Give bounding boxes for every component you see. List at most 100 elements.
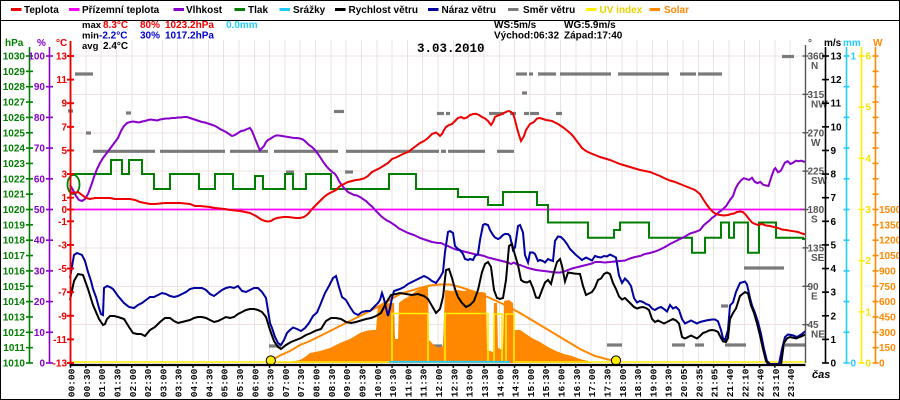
svg-text:W: W — [873, 38, 883, 49]
svg-text:03:00: 03:00 — [158, 368, 169, 397]
svg-text:-11: -11 — [53, 335, 67, 346]
svg-text:1025: 1025 — [3, 128, 26, 139]
svg-text:30%: 30% — [140, 31, 160, 42]
svg-text:16:00: 16:00 — [557, 368, 568, 397]
svg-text:20: 20 — [34, 297, 46, 308]
svg-text:Vlhkost: Vlhkost — [186, 5, 223, 16]
svg-text:150: 150 — [879, 343, 896, 354]
svg-text:-1: -1 — [58, 217, 67, 228]
svg-text:18:00: 18:00 — [618, 368, 629, 397]
svg-text:1024: 1024 — [3, 144, 26, 155]
svg-text:0.0mm: 0.0mm — [226, 20, 258, 31]
svg-text:čas: čas — [812, 369, 830, 381]
svg-text:7: 7 — [831, 193, 837, 204]
svg-text:16:30: 16:30 — [572, 368, 583, 397]
svg-text:07:30: 07:30 — [296, 368, 307, 397]
svg-text:E: E — [811, 291, 818, 302]
svg-text:1050: 1050 — [879, 251, 900, 262]
svg-text:0: 0 — [866, 359, 872, 370]
svg-text:1023: 1023 — [3, 159, 26, 170]
svg-text:21:05: 21:05 — [710, 368, 721, 397]
svg-text:80%: 80% — [140, 20, 160, 31]
svg-text:70: 70 — [34, 144, 46, 155]
svg-text:315: 315 — [808, 90, 825, 101]
svg-text:1: 1 — [866, 307, 872, 318]
svg-text:5: 5 — [866, 103, 872, 114]
svg-text:135: 135 — [808, 243, 825, 254]
svg-text:60: 60 — [34, 174, 46, 185]
svg-text:avg: avg — [82, 41, 99, 52]
svg-text:m/s: m/s — [824, 38, 842, 49]
svg-text:07:00: 07:00 — [281, 368, 292, 397]
svg-text:1015: 1015 — [3, 282, 26, 293]
svg-text:SE: SE — [811, 253, 825, 264]
svg-text:Východ:06:32: Východ:06:32 — [494, 31, 559, 42]
svg-text:3: 3 — [866, 205, 872, 216]
svg-text:20:35: 20:35 — [694, 368, 705, 397]
svg-text:WG:5.9m/s: WG:5.9m/s — [564, 20, 616, 31]
svg-text:1018: 1018 — [3, 236, 26, 247]
svg-text:11: 11 — [56, 75, 67, 86]
svg-text:UV index: UV index — [600, 5, 643, 16]
svg-text:3: 3 — [61, 170, 67, 181]
svg-text:3: 3 — [831, 288, 837, 299]
svg-text:11:00: 11:00 — [403, 368, 414, 397]
svg-text:12:00: 12:00 — [434, 368, 445, 397]
svg-text:4: 4 — [866, 154, 872, 165]
svg-text:Náraz větru: Náraz větru — [442, 5, 496, 16]
svg-text:-7: -7 — [58, 288, 67, 299]
svg-text:7: 7 — [61, 122, 67, 133]
svg-text:17:00: 17:00 — [587, 368, 598, 397]
svg-text:1027: 1027 — [3, 98, 26, 109]
svg-text:270: 270 — [808, 128, 825, 139]
svg-text:00:30: 00:30 — [82, 368, 93, 397]
svg-text:10:30: 10:30 — [388, 368, 399, 397]
svg-text:0: 0 — [851, 359, 857, 370]
svg-text:08:00: 08:00 — [312, 368, 323, 397]
svg-text:Srážky: Srážky — [293, 5, 326, 16]
svg-text:1019: 1019 — [3, 220, 26, 231]
svg-text:22:40: 22:40 — [756, 368, 767, 397]
svg-text:17:30: 17:30 — [602, 368, 613, 397]
svg-text:1020: 1020 — [3, 205, 26, 216]
svg-text:50: 50 — [34, 205, 46, 216]
svg-text:23:40: 23:40 — [786, 368, 797, 397]
svg-text:0: 0 — [831, 359, 837, 370]
svg-text:min: min — [82, 31, 99, 42]
svg-text:max: max — [82, 20, 102, 31]
svg-text:1017: 1017 — [3, 251, 26, 262]
svg-text:40: 40 — [34, 236, 46, 247]
svg-text:-3: -3 — [58, 240, 67, 251]
svg-text:13: 13 — [56, 52, 68, 63]
svg-text:-5: -5 — [58, 264, 67, 275]
svg-text:0: 0 — [61, 205, 67, 216]
svg-text:8.3°C: 8.3°C — [103, 20, 128, 31]
svg-text:1029: 1029 — [3, 67, 26, 78]
svg-text:1500: 1500 — [879, 205, 900, 216]
svg-text:02:00: 02:00 — [128, 368, 139, 397]
svg-text:Západ:17:40: Západ:17:40 — [564, 31, 623, 42]
svg-text:1021: 1021 — [3, 190, 26, 201]
svg-text:1026: 1026 — [3, 113, 26, 124]
svg-text:10:00: 10:00 — [373, 368, 384, 397]
svg-text:750: 750 — [879, 282, 896, 293]
svg-text:hPa: hPa — [5, 38, 24, 49]
svg-text:12: 12 — [831, 75, 843, 86]
svg-text:1: 1 — [851, 52, 857, 63]
svg-text:-9: -9 — [58, 311, 67, 322]
svg-text:12:30: 12:30 — [449, 368, 460, 397]
svg-text:NE: NE — [811, 330, 825, 341]
svg-text:1017.2hPa: 1017.2hPa — [165, 31, 214, 42]
svg-text:45: 45 — [808, 320, 820, 331]
svg-text:Solar: Solar — [664, 5, 689, 16]
svg-text:05:30: 05:30 — [235, 368, 246, 397]
svg-text:09:00: 09:00 — [342, 368, 353, 397]
svg-text:04:00: 04:00 — [189, 368, 200, 397]
svg-text:19:30: 19:30 — [664, 368, 675, 397]
svg-text:SW: SW — [811, 176, 828, 187]
svg-text:mm: mm — [843, 38, 861, 49]
svg-text:Teplota: Teplota — [24, 5, 59, 16]
svg-text:-2.2°C: -2.2°C — [99, 31, 127, 42]
svg-text:2: 2 — [866, 256, 872, 267]
svg-text:1022: 1022 — [3, 174, 26, 185]
